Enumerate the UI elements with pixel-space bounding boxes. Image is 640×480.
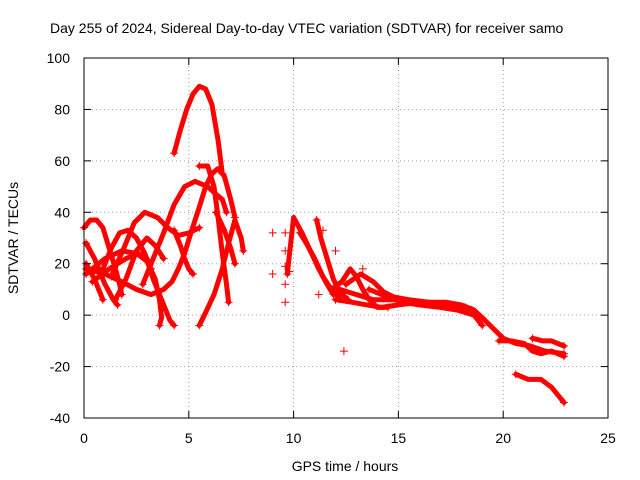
y-tick-label: 0 bbox=[62, 307, 70, 323]
scatter-point bbox=[281, 280, 290, 289]
chart-title: Day 255 of 2024, Sidereal Day-to-day VTE… bbox=[50, 20, 563, 36]
series-arc-9-end-marker bbox=[107, 272, 116, 281]
y-axis-label: SDTVAR / TECUs bbox=[5, 182, 21, 294]
y-tick-label: -40 bbox=[50, 410, 70, 426]
series-arc-25-end-marker bbox=[559, 342, 568, 350]
x-tick-label: 5 bbox=[185, 430, 193, 446]
x-tick-label: 15 bbox=[391, 430, 407, 446]
series-arc-10 bbox=[140, 178, 229, 287]
y-tick-label: 60 bbox=[54, 153, 70, 169]
tick-layer: 0 5 10 15 20 25 -40 -20 0 20 40 60 80 100 bbox=[47, 50, 616, 446]
scatter-point bbox=[339, 347, 348, 356]
series-arc-13-end-marker bbox=[195, 321, 204, 330]
scatter-point bbox=[281, 298, 290, 307]
series-arc-13 bbox=[196, 217, 246, 328]
series-arc-11-end-marker bbox=[170, 226, 179, 235]
scatter-point bbox=[268, 228, 277, 237]
series-arc-13-end-marker bbox=[239, 246, 248, 255]
series-arc-22 bbox=[337, 286, 567, 357]
series-arc-26-end-marker bbox=[559, 398, 568, 407]
scatter-point bbox=[285, 267, 294, 276]
series-arc-3-end-marker bbox=[98, 295, 107, 304]
series-arc-26 bbox=[513, 371, 567, 406]
series-arc-12-end-marker bbox=[218, 169, 227, 178]
y-tick-label: -20 bbox=[50, 359, 70, 375]
series-arc-24-end-marker bbox=[495, 336, 504, 345]
x-tick-label: 25 bbox=[600, 430, 616, 446]
plot-frame bbox=[83, 57, 609, 419]
series-arc-15-end-marker bbox=[212, 208, 221, 217]
series-arc-23 bbox=[366, 286, 485, 328]
series-arc-15-end-marker bbox=[230, 259, 239, 268]
series-arc-15 bbox=[213, 209, 238, 267]
series-arc-24 bbox=[496, 338, 567, 359]
series-arc-10-end-marker bbox=[222, 208, 231, 217]
series-arc-12-end-marker bbox=[170, 149, 179, 158]
x-axis-label: GPS time / hours bbox=[292, 458, 399, 474]
series-arc-24-end-marker bbox=[559, 352, 568, 361]
series-arc-18 bbox=[314, 217, 351, 303]
series-arc-23-end-marker bbox=[478, 321, 487, 330]
series-arc-11 bbox=[171, 227, 196, 277]
series-arc-7-end-marker bbox=[170, 321, 179, 330]
scatter-point bbox=[281, 262, 290, 271]
series-arc-10-end-marker bbox=[138, 280, 147, 289]
scatter-point bbox=[331, 246, 340, 255]
series-arc-20-end-marker bbox=[331, 295, 340, 304]
series-arc-8-end-marker bbox=[159, 254, 168, 263]
y-tick-label: 20 bbox=[54, 256, 70, 272]
scatter-point bbox=[281, 246, 290, 255]
series-arc-21-end-marker bbox=[342, 280, 350, 289]
series-arc-9 bbox=[108, 209, 202, 280]
y-tick-label: 80 bbox=[54, 101, 70, 117]
series-arc-14-end-marker bbox=[195, 162, 204, 170]
x-tick-label: 20 bbox=[495, 430, 511, 446]
series-arc-26-end-marker bbox=[511, 370, 520, 379]
series-arc-4-end-marker bbox=[155, 321, 164, 330]
scatter-point bbox=[358, 264, 367, 273]
y-tick-label: 100 bbox=[47, 50, 71, 66]
series-arc-25-end-marker bbox=[528, 334, 537, 343]
series-arc-22-end-marker bbox=[335, 285, 344, 294]
series-arc-6-end-marker bbox=[88, 277, 97, 286]
x-tick-label: 10 bbox=[286, 430, 302, 446]
series-arc-23-end-marker bbox=[365, 285, 374, 294]
scatter-point bbox=[318, 226, 327, 235]
series-arc-9-end-marker bbox=[195, 223, 204, 232]
scatter-point bbox=[268, 270, 277, 278]
series-arc-25 bbox=[530, 335, 567, 349]
scatter-point bbox=[281, 228, 290, 237]
x-tick-label: 0 bbox=[80, 430, 88, 446]
series-arc-5-end-marker bbox=[82, 264, 91, 273]
grid-layer bbox=[84, 58, 608, 418]
series-arc-18-end-marker bbox=[312, 216, 321, 224]
series-arc-17-end-marker bbox=[295, 228, 304, 237]
y-tick-label: 40 bbox=[54, 204, 70, 220]
scatter-point bbox=[314, 290, 323, 299]
series-arc-8-end-marker bbox=[111, 295, 120, 304]
data-layer bbox=[80, 83, 568, 407]
series-arc-2-end-marker bbox=[113, 300, 122, 309]
series-arc-7-end-marker bbox=[98, 264, 107, 273]
series-arc-19-end-marker bbox=[327, 285, 336, 294]
series-arc-12 bbox=[171, 83, 225, 177]
series-arc-11-end-marker bbox=[188, 270, 197, 278]
series-arc-2-end-marker bbox=[82, 239, 91, 248]
series-arc-14-end-marker bbox=[224, 298, 233, 307]
